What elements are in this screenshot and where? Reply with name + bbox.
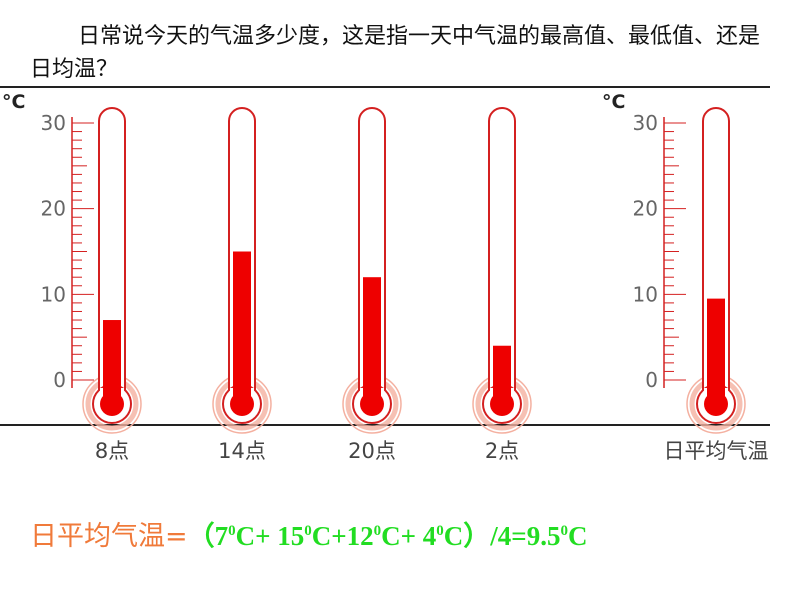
- right-unit-label: °C: [602, 91, 625, 113]
- mercury-bulb: [100, 392, 124, 416]
- top-rule: [0, 86, 770, 88]
- mercury-column: [363, 277, 381, 404]
- thermometer-label: 20点: [348, 439, 396, 463]
- right-tick-label: 0: [645, 368, 658, 392]
- mercury-bulb: [704, 392, 728, 416]
- formula-expression: （70C+ 150C+120C+ 40C）/4=9.50C: [187, 521, 588, 551]
- right-tick-label: 10: [633, 282, 658, 306]
- thermometer-label: 14点: [218, 439, 266, 463]
- right-tick-label: 20: [633, 197, 658, 221]
- mercury-bulb: [490, 392, 514, 416]
- thermometer-label: 2点: [485, 439, 519, 463]
- formula: 日平均气温=（70C+ 150C+120C+ 40C）/4=9.50C: [30, 514, 587, 553]
- left-unit-label: °C: [2, 91, 25, 113]
- mercury-bulb: [230, 392, 254, 416]
- question-text: 日常说今天的气温多少度，这是指一天中气温的最高值、最低值、还是日均温？: [30, 20, 770, 86]
- left-tick-label: 20: [41, 197, 66, 221]
- left-tick-label: 30: [41, 111, 66, 135]
- left-tick-label: 10: [41, 282, 66, 306]
- mercury-column: [707, 298, 725, 404]
- mercury-column: [233, 251, 251, 404]
- mercury-column: [493, 345, 511, 404]
- right-tick-label: 30: [633, 111, 658, 135]
- mercury-bulb: [360, 392, 384, 416]
- question-line: 日常说今天的气温多少度，这是指一天中气温的最高值、最低值、还是日均温？: [30, 24, 761, 82]
- left-tick-label: 0: [53, 368, 66, 392]
- thermometer-label: 8点: [95, 439, 129, 463]
- formula-label: 日平均气温=: [30, 521, 188, 552]
- mercury-column: [103, 320, 121, 404]
- thermometer-label: 日平均气温: [664, 439, 769, 463]
